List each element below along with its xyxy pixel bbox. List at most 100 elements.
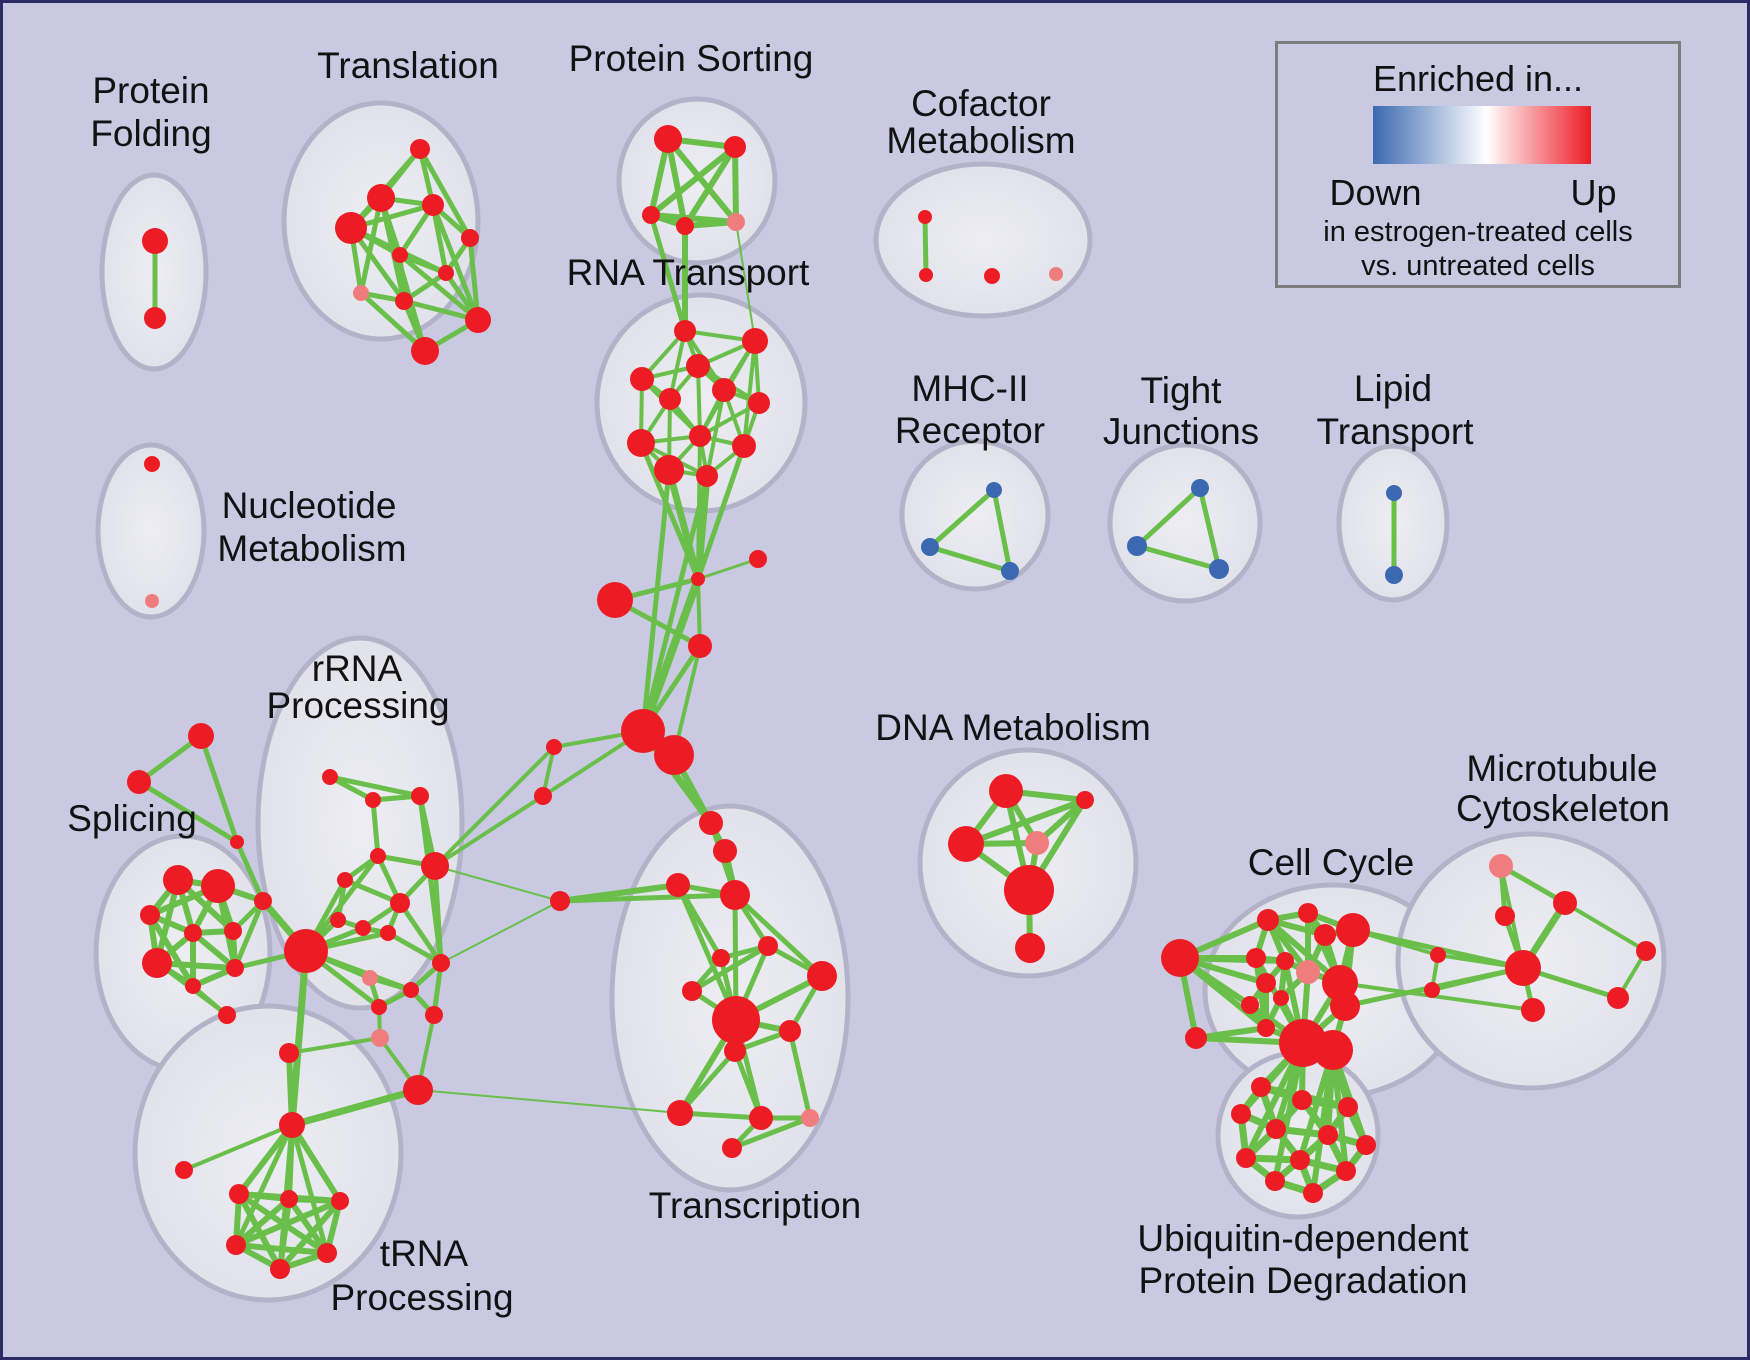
gene-set-node-connectors-0[interactable] [749, 550, 767, 568]
gene-set-node-connectors-1[interactable] [691, 572, 705, 586]
gene-set-node-cell_cycle-6[interactable] [1276, 952, 1294, 970]
gene-set-node-connectors-5[interactable] [654, 735, 694, 775]
gene-set-node-rrna_processing-2[interactable] [411, 787, 429, 805]
gene-set-node-rna_transport-10[interactable] [654, 455, 684, 485]
gene-set-node-rrna_processing-15[interactable] [230, 835, 244, 849]
gene-set-node-connectors-9[interactable] [188, 723, 214, 749]
gene-set-node-rrna_processing-16[interactable] [371, 999, 387, 1015]
gene-set-node-connectors-11[interactable] [371, 1029, 389, 1047]
gene-set-node-transcription-2[interactable] [666, 873, 690, 897]
gene-set-node-ubiquitin-10[interactable] [1265, 1171, 1285, 1191]
gene-set-node-translation-5[interactable] [392, 247, 408, 263]
gene-set-node-connectors-12[interactable] [403, 1075, 433, 1105]
gene-set-node-translation-6[interactable] [438, 265, 454, 281]
gene-set-node-rrna_processing-13[interactable] [403, 982, 419, 998]
gene-set-node-translation-7[interactable] [353, 285, 369, 301]
gene-set-node-rrna_processing-10[interactable] [284, 929, 328, 973]
gene-set-node-cofactor_metabolism-3[interactable] [1049, 267, 1063, 281]
gene-set-node-transcription-12[interactable] [749, 1106, 773, 1130]
gene-set-node-lipid_transport-0[interactable] [1386, 485, 1402, 501]
gene-set-node-translation-9[interactable] [465, 307, 491, 333]
gene-set-node-trna_processing-2[interactable] [229, 1184, 249, 1204]
gene-set-node-rna_transport-0[interactable] [674, 320, 696, 342]
gene-set-node-cofactor_metabolism-2[interactable] [984, 268, 1000, 284]
gene-set-node-cell_cycle-4[interactable] [1336, 913, 1370, 947]
gene-set-node-rrna_processing-6[interactable] [390, 893, 410, 913]
gene-set-node-tight_junctions-0[interactable] [1191, 479, 1209, 497]
gene-set-node-rna_transport-4[interactable] [712, 378, 736, 402]
gene-set-node-translation-1[interactable] [367, 184, 395, 212]
gene-set-node-cell_cycle-13[interactable] [1257, 1019, 1275, 1037]
gene-set-node-rrna_processing-14[interactable] [254, 892, 272, 910]
gene-set-node-splicing-3[interactable] [184, 924, 202, 942]
gene-set-node-dna_metabolism-5[interactable] [1015, 933, 1045, 963]
gene-set-node-cell_cycle-0[interactable] [1161, 939, 1199, 977]
gene-set-node-rrna_processing-3[interactable] [370, 848, 386, 864]
gene-set-node-rna_transport-6[interactable] [748, 392, 770, 414]
gene-set-node-rrna_processing-5[interactable] [337, 872, 353, 888]
gene-set-node-trna_processing-6[interactable] [317, 1243, 337, 1263]
gene-set-node-transcription-8[interactable] [712, 996, 760, 1044]
gene-set-node-trna_processing-5[interactable] [226, 1235, 246, 1255]
gene-set-node-protein_sorting-4[interactable] [727, 213, 745, 231]
gene-set-node-translation-2[interactable] [422, 194, 444, 216]
gene-set-node-cell_cycle-10[interactable] [1241, 996, 1259, 1014]
gene-set-node-transcription-1[interactable] [713, 839, 737, 863]
gene-set-node-microtubule-0[interactable] [1489, 854, 1513, 878]
gene-set-node-rna_transport-3[interactable] [630, 367, 654, 391]
gene-set-node-nucleotide_metabolism-1[interactable] [145, 594, 159, 608]
gene-set-node-ubiquitin-0[interactable] [1251, 1077, 1271, 1097]
gene-set-node-splicing-7[interactable] [226, 959, 244, 977]
gene-set-node-rna_transport-2[interactable] [686, 354, 710, 378]
gene-set-node-translation-0[interactable] [410, 139, 430, 159]
gene-set-node-transcription-9[interactable] [779, 1020, 801, 1042]
gene-set-node-cell_cycle-3[interactable] [1314, 924, 1336, 946]
gene-set-node-dna_metabolism-1[interactable] [1076, 791, 1094, 809]
gene-set-node-protein_folding-0[interactable] [142, 228, 168, 254]
gene-set-node-protein_sorting-3[interactable] [676, 217, 694, 235]
gene-set-node-transcription-0[interactable] [699, 811, 723, 835]
gene-set-node-cofactor_metabolism-0[interactable] [918, 210, 932, 224]
gene-set-node-transcription-13[interactable] [801, 1109, 819, 1127]
gene-set-node-splicing-6[interactable] [185, 978, 201, 994]
gene-set-node-rrna_processing-11[interactable] [362, 970, 378, 986]
gene-set-node-dna_metabolism-0[interactable] [989, 774, 1023, 808]
gene-set-node-rna_transport-9[interactable] [732, 434, 756, 458]
gene-set-node-connectors-8[interactable] [550, 891, 570, 911]
gene-set-node-splicing-4[interactable] [224, 922, 242, 940]
gene-set-node-connectors-3[interactable] [688, 634, 712, 658]
gene-set-node-ubiquitin-4[interactable] [1266, 1119, 1286, 1139]
gene-set-node-cell_cycle-2[interactable] [1298, 903, 1318, 923]
gene-set-node-microtubule-2[interactable] [1495, 906, 1515, 926]
gene-set-node-rrna_processing-12[interactable] [432, 954, 450, 972]
gene-set-node-mhc_receptor-1[interactable] [921, 538, 939, 556]
gene-set-node-protein_sorting-1[interactable] [724, 136, 746, 158]
gene-set-node-rrna_processing-1[interactable] [365, 792, 381, 808]
gene-set-node-trna_processing-1[interactable] [175, 1161, 193, 1179]
gene-set-node-ubiquitin-9[interactable] [1336, 1161, 1356, 1181]
gene-set-node-trna_processing-4[interactable] [331, 1192, 349, 1210]
gene-set-node-cell_cycle-16[interactable] [1330, 991, 1360, 1021]
gene-set-node-translation-10[interactable] [411, 337, 439, 365]
gene-set-node-dna_metabolism-4[interactable] [1004, 865, 1054, 915]
gene-set-node-microtubule-8[interactable] [1636, 941, 1656, 961]
gene-set-node-cell_cycle-7[interactable] [1296, 960, 1320, 984]
gene-set-node-translation-3[interactable] [335, 212, 367, 244]
gene-set-node-mhc_receptor-0[interactable] [986, 482, 1002, 498]
gene-set-node-ubiquitin-5[interactable] [1318, 1125, 1338, 1145]
gene-set-node-tight_junctions-1[interactable] [1127, 536, 1147, 556]
gene-set-node-lipid_transport-1[interactable] [1385, 566, 1403, 584]
gene-set-node-cofactor_metabolism-1[interactable] [919, 268, 933, 282]
gene-set-node-rrna_processing-0[interactable] [322, 769, 338, 785]
gene-set-node-rna_transport-11[interactable] [696, 465, 718, 487]
gene-set-node-transcription-6[interactable] [682, 981, 702, 1001]
gene-set-node-ubiquitin-6[interactable] [1356, 1135, 1376, 1155]
gene-set-node-splicing-5[interactable] [142, 948, 172, 978]
gene-set-node-ubiquitin-2[interactable] [1338, 1097, 1358, 1117]
gene-set-node-trna_processing-9[interactable] [218, 1006, 236, 1024]
gene-set-node-ubiquitin-1[interactable] [1292, 1090, 1312, 1110]
gene-set-node-connectors-6[interactable] [546, 739, 562, 755]
gene-set-node-trna_processing-0[interactable] [279, 1112, 305, 1138]
gene-set-node-rna_transport-7[interactable] [689, 425, 711, 447]
gene-set-node-rna_transport-8[interactable] [627, 429, 655, 457]
